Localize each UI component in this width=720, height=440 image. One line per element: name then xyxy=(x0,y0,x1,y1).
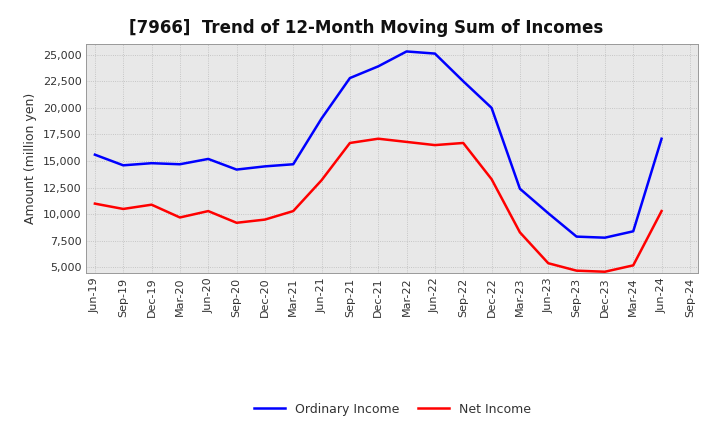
Net Income xyxy=(487,176,496,182)
Ordinary Income xyxy=(657,136,666,141)
Ordinary Income xyxy=(346,75,354,81)
Ordinary Income xyxy=(91,152,99,158)
Net Income xyxy=(657,209,666,214)
Ordinary Income xyxy=(629,229,637,234)
Net Income xyxy=(176,215,184,220)
Net Income xyxy=(318,178,326,183)
Net Income xyxy=(402,139,411,145)
Ordinary Income xyxy=(119,163,127,168)
Ordinary Income xyxy=(544,211,552,216)
Line: Ordinary Income: Ordinary Income xyxy=(95,51,662,238)
Net Income xyxy=(459,140,467,146)
Net Income xyxy=(289,209,297,214)
Line: Net Income: Net Income xyxy=(95,139,662,272)
Ordinary Income xyxy=(487,105,496,110)
Text: [7966]  Trend of 12-Month Moving Sum of Incomes: [7966] Trend of 12-Month Moving Sum of I… xyxy=(130,19,603,37)
Net Income xyxy=(261,217,269,222)
Ordinary Income xyxy=(176,161,184,167)
Ordinary Income xyxy=(233,167,241,172)
Net Income xyxy=(374,136,382,141)
Net Income xyxy=(600,269,609,275)
Ordinary Income xyxy=(600,235,609,240)
Ordinary Income xyxy=(572,234,581,239)
Ordinary Income xyxy=(516,186,524,191)
Net Income xyxy=(431,143,439,148)
Net Income xyxy=(233,220,241,225)
Y-axis label: Amount (million yen): Amount (million yen) xyxy=(24,93,37,224)
Ordinary Income xyxy=(148,161,156,166)
Net Income xyxy=(516,230,524,235)
Net Income xyxy=(346,140,354,146)
Ordinary Income xyxy=(318,116,326,121)
Net Income xyxy=(204,209,212,214)
Ordinary Income xyxy=(374,64,382,69)
Ordinary Income xyxy=(431,51,439,56)
Legend: Ordinary Income, Net Income: Ordinary Income, Net Income xyxy=(248,398,536,421)
Ordinary Income xyxy=(289,161,297,167)
Net Income xyxy=(544,260,552,266)
Net Income xyxy=(629,263,637,268)
Ordinary Income xyxy=(261,164,269,169)
Ordinary Income xyxy=(402,49,411,54)
Net Income xyxy=(119,206,127,212)
Net Income xyxy=(91,201,99,206)
Ordinary Income xyxy=(204,156,212,161)
Net Income xyxy=(148,202,156,207)
Net Income xyxy=(572,268,581,273)
Ordinary Income xyxy=(459,79,467,84)
